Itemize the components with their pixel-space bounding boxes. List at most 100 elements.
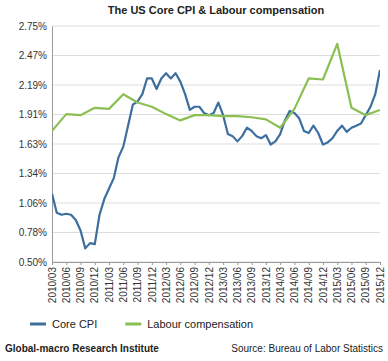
- x-tick-mark: [138, 262, 139, 265]
- x-tick: 2010/06: [61, 262, 72, 303]
- x-tick-label: 2012/03: [161, 267, 172, 304]
- x-tick-label: 2012/06: [175, 267, 186, 304]
- x-tick: 2013/12: [261, 262, 272, 303]
- grid-line: [52, 55, 380, 56]
- y-tick: 0.78%: [19, 227, 52, 238]
- legend-item: Core CPI: [30, 318, 97, 330]
- x-tick: 2011/03: [104, 262, 115, 302]
- x-tick-mark: [152, 262, 153, 265]
- x-tick-mark: [237, 262, 238, 265]
- x-tick: 2013/06: [232, 262, 243, 303]
- x-tick-label: 2014/06: [289, 267, 300, 304]
- x-tick-mark: [223, 262, 224, 265]
- x-tick: 2013/03: [218, 262, 229, 303]
- x-tick-mark: [294, 262, 295, 265]
- y-tick: 2.75%: [19, 21, 52, 32]
- x-tick-mark: [266, 262, 267, 265]
- legend-label: Labour compensation: [147, 318, 253, 330]
- x-tick: 2014/03: [275, 262, 286, 303]
- x-tick-label: 2014/03: [275, 267, 286, 304]
- x-tick: 2015/03: [332, 262, 343, 303]
- x-tick: 2010/12: [89, 262, 100, 303]
- x-tick-mark: [66, 262, 67, 265]
- x-tick-label: 2011/12: [147, 267, 158, 303]
- grid: [52, 26, 380, 262]
- x-axis: 2010/032010/062010/092010/122011/032011/…: [47, 262, 386, 303]
- y-tick-label: 2.19%: [19, 80, 47, 91]
- x-tick: 2012/09: [189, 262, 200, 303]
- x-tick: 2011/06: [118, 262, 129, 302]
- x-tick-mark: [109, 262, 110, 265]
- x-tick-label: 2013/06: [232, 267, 243, 304]
- x-tick-mark: [323, 262, 324, 265]
- x-tick: 2013/09: [246, 262, 257, 303]
- y-axis: 0.50% 0.78% 1.06% 1.34% 1.63% 1.91% 2.19% 2.47%…: [19, 21, 53, 268]
- x-tick-mark: [52, 262, 53, 265]
- x-tick-label: 2010/12: [89, 267, 100, 304]
- x-tick: 2015/09: [360, 262, 371, 303]
- y-axis-line: [52, 27, 53, 263]
- x-tick-mark: [195, 262, 196, 265]
- x-tick-label: 2013/03: [218, 267, 229, 304]
- x-tick-mark: [81, 262, 82, 265]
- x-tick-label: 2010/09: [75, 267, 86, 304]
- y-tick-label: 0.78%: [19, 227, 47, 238]
- x-tick-label: 2010/06: [61, 267, 72, 304]
- x-axis-line: [53, 262, 381, 263]
- grid-line: [52, 85, 380, 86]
- y-tick: 1.34%: [19, 168, 52, 179]
- x-tick: 2014/06: [289, 262, 300, 303]
- legend: Core CPI Labour compensation: [30, 318, 253, 330]
- grid-line: [52, 262, 380, 263]
- x-tick-label: 2015/06: [346, 267, 357, 304]
- y-tick: 1.63%: [19, 139, 52, 150]
- x-tick: 2010/03: [47, 262, 58, 303]
- title: The US Core CPI & Labour compensation: [108, 4, 325, 16]
- x-tick: 2014/12: [318, 262, 329, 303]
- y-tick-label: 1.91%: [19, 109, 47, 120]
- series-line: [52, 70, 380, 248]
- annotation: Source: Bureau of Labor Statistics: [231, 343, 383, 354]
- y-tick-label: 1.63%: [19, 139, 47, 150]
- legend-swatch: [30, 323, 46, 326]
- x-tick-mark: [209, 262, 210, 265]
- y-tick: 2.19%: [19, 80, 52, 91]
- x-tick-label: 2015/03: [332, 267, 343, 304]
- chart: The US Core CPI & Labour compensation 0.5…: [0, 0, 388, 361]
- x-tick-mark: [309, 262, 310, 265]
- x-tick: 2015/12: [375, 262, 386, 303]
- y-tick-label: 0.50%: [19, 257, 47, 268]
- x-tick-mark: [180, 262, 181, 265]
- legend-label: Core CPI: [52, 318, 97, 330]
- x-tick-label: 2011/03: [104, 267, 115, 303]
- x-tick-label: 2015/09: [360, 267, 371, 304]
- x-tick-mark: [252, 262, 253, 265]
- x-tick-mark: [366, 262, 367, 265]
- grid-line: [52, 144, 380, 145]
- y-tick: 1.06%: [19, 198, 52, 209]
- x-tick-label: 2013/12: [261, 267, 272, 304]
- y-tick: 2.47%: [19, 50, 52, 61]
- y-tick-label: 1.06%: [19, 198, 47, 209]
- x-tick-mark: [280, 262, 281, 265]
- y-tick: 1.91%: [19, 109, 52, 120]
- x-tick-label: 2012/09: [189, 267, 200, 304]
- legend-item: Labour compensation: [125, 318, 253, 330]
- annotation: Global-macro Research Institute: [5, 343, 159, 354]
- x-tick: 2014/09: [303, 262, 314, 303]
- x-tick-label: 2012/12: [204, 267, 215, 304]
- series-line: [52, 44, 380, 131]
- x-tick-mark: [351, 262, 352, 265]
- plot-area: [52, 44, 380, 249]
- grid-line: [52, 203, 380, 204]
- x-tick-mark: [337, 262, 338, 265]
- y-tick-label: 2.75%: [19, 21, 47, 32]
- grid-line: [52, 173, 380, 174]
- x-tick: 2015/06: [346, 262, 357, 303]
- x-tick: 2012/12: [204, 262, 215, 303]
- legend-swatch: [125, 323, 141, 326]
- x-tick: 2012/03: [161, 262, 172, 303]
- x-tick-label: 2011/09: [132, 267, 143, 303]
- x-tick-label: 2014/09: [303, 267, 314, 304]
- x-tick: 2010/09: [75, 262, 86, 303]
